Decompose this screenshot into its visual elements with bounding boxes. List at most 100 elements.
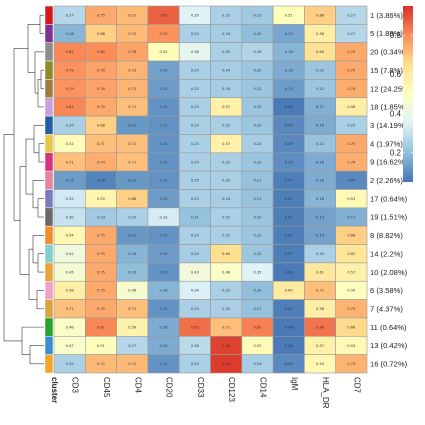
cluster-color-swatch xyxy=(44,97,54,117)
column-label: CD45 xyxy=(102,377,111,398)
cell-value-label: 0.25 xyxy=(191,197,199,201)
cell-value-label: 0.51 xyxy=(285,13,293,17)
cell-value-label: 0.21 xyxy=(253,197,261,201)
cell-value-label: 0.72 xyxy=(128,32,136,36)
cell-value-label: 0.60 xyxy=(285,289,294,293)
row-label: 4 (1.97%) xyxy=(370,139,403,148)
cluster-color-swatch xyxy=(44,336,54,355)
cell-value-label: 0.13 xyxy=(285,87,293,91)
cell-value-label: 0.25 xyxy=(128,215,136,219)
cell-value-label: 0.76 xyxy=(97,87,106,91)
cell-value-label: 0.25 xyxy=(316,252,324,256)
cell-value-label: 0.23 xyxy=(97,215,105,219)
cell-value-label: 0.48 xyxy=(222,270,231,274)
cell-value-label: 0.16 xyxy=(316,124,325,128)
cell-value-label: 0.30 xyxy=(66,215,75,219)
row-label: 10 (2.08%) xyxy=(370,268,408,277)
row-label: 1 (3.86%) xyxy=(370,11,403,20)
cell-value-label: 0.18 xyxy=(316,197,325,201)
cell-value-label: 0.72 xyxy=(97,362,105,366)
cell-value-label: 0.22 xyxy=(316,69,324,73)
cluster-color-swatch xyxy=(44,299,54,319)
cell-value-label: 0.32 xyxy=(66,197,74,201)
row-label: 9 (16.62%) xyxy=(370,158,408,167)
cell-value-label: 0.54 xyxy=(316,362,325,366)
cell-value-label: 0.24 xyxy=(222,87,231,91)
cell-value-label: 0.25 xyxy=(191,179,199,183)
cell-value-label: 0.73 xyxy=(347,362,355,366)
cell-value-label: 0.84 xyxy=(316,325,325,329)
cell-value-label: 0.71 xyxy=(222,325,230,329)
row-label: 2 (2.26%) xyxy=(370,176,403,185)
cell-value-label: 0.18 xyxy=(128,252,137,256)
cell-value-label: 0.52 xyxy=(160,50,168,54)
cell-value-label: 0.22 xyxy=(253,124,261,128)
cell-value-label: 0.25 xyxy=(191,234,199,238)
cluster-color-swatch xyxy=(44,189,54,209)
cell-value-label: 0.75 xyxy=(347,50,355,54)
cell-value-label: 0.11 xyxy=(160,307,168,311)
cluster-color-swatch xyxy=(44,134,54,154)
cluster-color-swatch xyxy=(44,317,54,337)
cell-value-label: 0.27 xyxy=(347,32,355,36)
cell-value-label: 0.35 xyxy=(253,270,261,274)
cluster-color-swatch xyxy=(44,207,54,227)
cell-value-label: 0.18 xyxy=(160,289,169,293)
cell-value-label: 0.07 xyxy=(285,215,293,219)
cell-value-label: 0.11 xyxy=(160,124,168,128)
cell-value-label: 0.25 xyxy=(222,179,230,183)
cell-value-label: 0.35 xyxy=(191,13,199,17)
cell-value-label: 0.13 xyxy=(160,252,168,256)
cell-value-label: 0.20 xyxy=(128,270,137,274)
cell-value-label: 0.74 xyxy=(97,160,106,164)
cluster-color-swatch xyxy=(44,262,54,282)
cell-value-label: 0.68 xyxy=(316,13,325,17)
row-label: 16 (0.72%) xyxy=(370,360,408,369)
cell-value-label: 0.92 xyxy=(222,344,230,348)
cell-value-label: 0.43 xyxy=(191,270,199,274)
cell-value-label: 0.80 xyxy=(97,50,106,54)
column-label: CD3 xyxy=(71,377,80,394)
cell-value-label: 0.16 xyxy=(160,344,169,348)
cell-value-label: 0.06 xyxy=(285,325,294,329)
cell-value-label: 0.75 xyxy=(97,307,105,311)
cell-value-label: 0.14 xyxy=(316,234,325,238)
cell-value-label: 0.58 xyxy=(347,105,356,109)
cell-value-label: 0.74 xyxy=(347,160,356,164)
cell-value-label: 0.16 xyxy=(316,160,325,164)
row-label: 19 (1.51%) xyxy=(370,213,408,222)
cell-value-label: 0.17 xyxy=(347,215,355,219)
cluster-annotation-column xyxy=(44,5,54,374)
cell-value-label: 0.48 xyxy=(66,325,75,329)
colorbar-tick-label: 0.2 xyxy=(390,148,402,157)
cell-value-label: 0.46 xyxy=(128,289,137,293)
cell-value-label: 0.85 xyxy=(191,325,199,329)
cluster-color-swatch xyxy=(44,170,54,190)
cell-value-label: 0.82 xyxy=(253,325,261,329)
cell-value-label: 0.24 xyxy=(253,362,262,366)
cluster-color-swatch xyxy=(44,24,54,43)
cell-value-label: 0.93 xyxy=(222,362,230,366)
row-dendrogram xyxy=(3,14,44,365)
cell-value-label: 0.87 xyxy=(160,13,168,17)
cell-value-label: 0.79 xyxy=(66,87,75,91)
cell-value-label: 0.06 xyxy=(285,344,294,348)
cell-value-label: 0.45 xyxy=(66,270,74,274)
cell-value-label: 0.72 xyxy=(128,362,136,366)
cell-value-label: 0.51 xyxy=(97,344,105,348)
cell-value-label: 0.11 xyxy=(160,270,168,274)
cell-value-label: 0.72 xyxy=(128,13,136,17)
cell-value-label: 0.76 xyxy=(128,50,137,54)
cell-value-label: 0.71 xyxy=(97,142,105,146)
cell-value-label: 0.75 xyxy=(97,252,105,256)
cell-value-label: 0.65 xyxy=(222,252,230,256)
cell-value-label: 0.09 xyxy=(347,179,356,183)
cell-value-label: 0.07 xyxy=(285,252,293,256)
cell-value-label: 0.73 xyxy=(128,69,136,73)
cell-value-label: 0.25 xyxy=(191,105,199,109)
cell-value-label: 0.06 xyxy=(285,105,294,109)
cell-value-label: 0.11 xyxy=(160,160,168,164)
cluster-color-swatch xyxy=(44,42,54,62)
row-label: 6 (3.58%) xyxy=(370,286,403,295)
cell-value-label: 0.15 xyxy=(285,32,293,36)
